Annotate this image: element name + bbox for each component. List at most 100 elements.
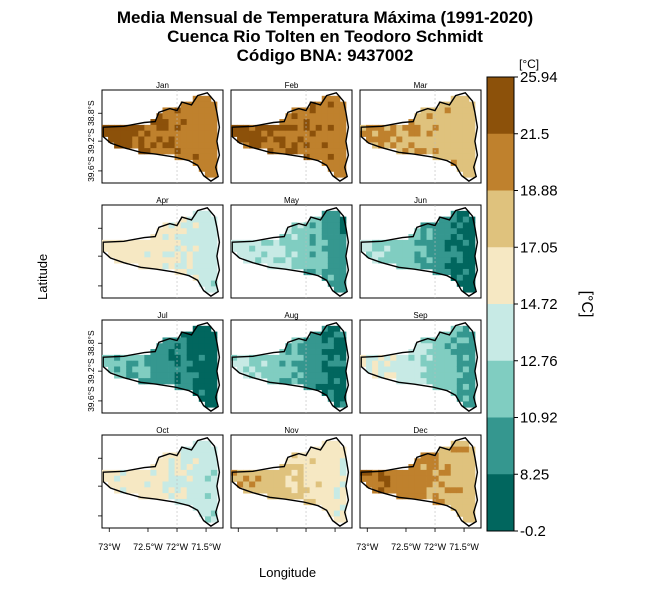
grid-cell bbox=[462, 349, 470, 356]
grid-cell bbox=[210, 464, 218, 471]
grid-cell bbox=[309, 349, 317, 356]
grid-cell bbox=[162, 378, 169, 385]
grid-cell bbox=[468, 360, 476, 367]
grid-cell bbox=[456, 337, 464, 344]
panel-sep: Sep bbox=[359, 311, 482, 414]
grid-cell bbox=[180, 239, 188, 247]
grid-cell bbox=[249, 366, 256, 373]
grid-cell bbox=[456, 383, 464, 391]
grid-cell bbox=[279, 372, 286, 379]
grid-cell bbox=[468, 251, 476, 258]
grid-cell bbox=[384, 239, 391, 247]
grid-cell bbox=[384, 251, 391, 258]
grid-cell bbox=[450, 337, 458, 344]
grid-cell bbox=[321, 383, 329, 391]
grid-cell bbox=[156, 458, 163, 465]
grid-cell bbox=[390, 469, 397, 477]
grid-cell bbox=[204, 245, 212, 252]
grid-cell bbox=[174, 130, 182, 137]
grid-cell bbox=[156, 360, 163, 367]
grid-cell bbox=[180, 113, 188, 120]
basin-boundary bbox=[360, 92, 479, 182]
grid-cell bbox=[186, 372, 194, 379]
grid-cell bbox=[468, 383, 476, 391]
grid-cell bbox=[462, 280, 470, 287]
grid-cell bbox=[456, 124, 464, 132]
basin-boundary bbox=[360, 437, 479, 527]
grid-cell bbox=[174, 142, 182, 149]
basin-boundary bbox=[102, 437, 221, 527]
grid-cell bbox=[204, 286, 212, 293]
grid-cell bbox=[186, 257, 194, 264]
grid-cell bbox=[210, 343, 218, 350]
grid-cell bbox=[150, 372, 157, 379]
grid-cell bbox=[456, 245, 464, 252]
grid-cell bbox=[396, 251, 403, 258]
grid-cell bbox=[327, 245, 335, 252]
grid-cell bbox=[456, 325, 464, 333]
grid-cell bbox=[303, 475, 311, 482]
grid-cell bbox=[174, 487, 182, 494]
grid-cell bbox=[450, 148, 458, 155]
grid-cell bbox=[468, 452, 476, 459]
grid-cell bbox=[210, 475, 218, 482]
grid-cell bbox=[210, 274, 218, 281]
panel-label-aug: Aug bbox=[284, 311, 298, 320]
grid-cell bbox=[297, 464, 304, 471]
grid-cell bbox=[285, 487, 292, 494]
grid-cell bbox=[204, 101, 212, 108]
grid-cell bbox=[192, 274, 200, 281]
grid-cell bbox=[192, 119, 200, 126]
grid-cell bbox=[321, 228, 329, 235]
grid-cell bbox=[174, 452, 182, 459]
grid-cell bbox=[339, 446, 347, 453]
grid-cell bbox=[198, 268, 206, 276]
x-tick-label: 73°W bbox=[356, 542, 379, 552]
panel-mar: Mar bbox=[359, 81, 482, 184]
grid-cell bbox=[162, 360, 169, 367]
grid-cell bbox=[414, 239, 421, 247]
grid-cell bbox=[198, 337, 206, 344]
grid-cell bbox=[204, 257, 212, 264]
grid-cell bbox=[279, 130, 286, 137]
grid-cell bbox=[315, 366, 323, 373]
grid-cell bbox=[303, 383, 311, 391]
grid-cell bbox=[384, 475, 391, 482]
grid-cell bbox=[333, 107, 341, 114]
grid-cell bbox=[327, 165, 335, 172]
grid-cell bbox=[249, 360, 256, 367]
grid-cell bbox=[378, 372, 385, 379]
grid-cell bbox=[204, 113, 212, 120]
grid-cell bbox=[210, 383, 218, 391]
grid-cell bbox=[468, 401, 476, 408]
grid-cell bbox=[450, 349, 458, 356]
grid-cell bbox=[309, 452, 317, 459]
grid-cell bbox=[132, 130, 139, 137]
grid-cell bbox=[408, 263, 415, 270]
panel-jun: Jun bbox=[359, 196, 482, 299]
grid-cell bbox=[444, 475, 452, 482]
grid-cell bbox=[255, 354, 262, 362]
grid-cell bbox=[156, 130, 163, 137]
grid-cell bbox=[315, 268, 323, 276]
grid-cell bbox=[174, 493, 182, 500]
grid-cell bbox=[156, 366, 163, 373]
colorbar-unit-side: [°C] bbox=[578, 291, 595, 318]
grid-cell bbox=[333, 493, 341, 500]
grid-cell bbox=[237, 475, 244, 482]
grid-cell bbox=[192, 383, 200, 391]
grid-cell bbox=[327, 101, 335, 108]
x-tick-label: 72.5°W bbox=[391, 542, 421, 552]
grid-cell bbox=[333, 245, 341, 252]
colorbar-swatch bbox=[487, 77, 514, 135]
grid-cell bbox=[279, 136, 286, 143]
grid-cell bbox=[408, 360, 415, 367]
grid-cell bbox=[138, 481, 145, 488]
grid-cell bbox=[180, 383, 188, 391]
grid-cell bbox=[198, 343, 206, 350]
grid-cell bbox=[450, 216, 458, 223]
grid-cell bbox=[291, 239, 298, 247]
grid-cell bbox=[204, 210, 212, 218]
grid-cell bbox=[192, 124, 200, 132]
grid-cell bbox=[303, 119, 311, 126]
